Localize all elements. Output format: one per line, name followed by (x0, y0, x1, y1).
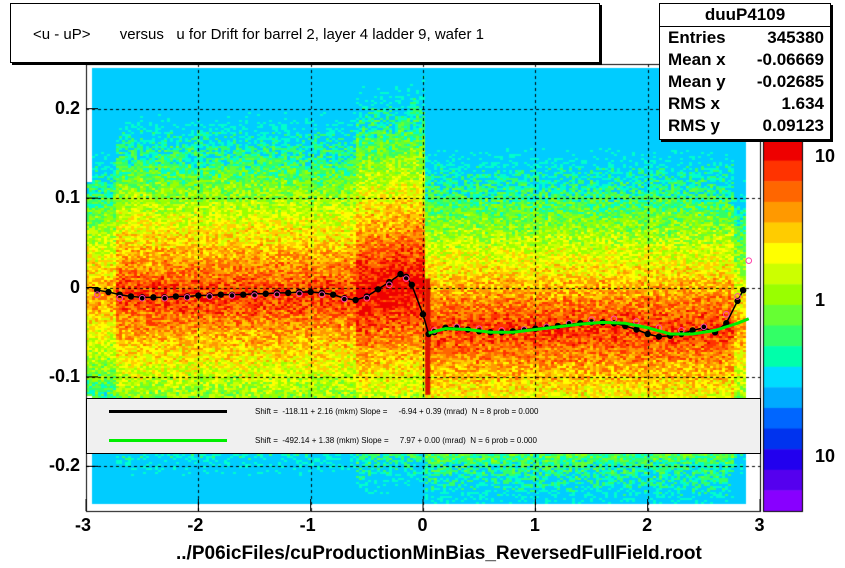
x-tick-label: 2 (642, 515, 653, 535)
data-point (262, 290, 269, 297)
data-point (296, 288, 303, 296)
legend-text-black: Shift = -118.11 + 2.16 (mkm) Slope = -6.… (255, 407, 539, 416)
x-tick-label: 3 (754, 515, 765, 535)
data-point (217, 291, 224, 298)
stats-row-rms-x: RMS x 1.634 (660, 93, 830, 115)
legend-line-black (109, 410, 227, 413)
data-point (655, 333, 663, 340)
y-tick-label: 0.2 (54, 97, 80, 118)
open-circle-point (228, 292, 236, 299)
open-circle-point (734, 293, 741, 300)
z-tick-label: 10 (815, 146, 836, 166)
series-green-line (428, 317, 750, 336)
stats-value: -0.06669 (756, 50, 824, 69)
stats-value: 1.634 (781, 94, 824, 113)
open-circle-point (251, 292, 258, 299)
stats-row-mean-x: Mean x -0.06669 (660, 49, 830, 71)
stats-value: 0.09123 (762, 116, 824, 135)
data-point (307, 288, 314, 296)
x-tick-label: -3 (75, 515, 92, 535)
stats-row-rms-y: RMS y 0.09123 (660, 115, 830, 137)
data-point (408, 281, 415, 289)
stats-value: 345380 (767, 28, 824, 47)
y-tick-label: -0.2 (48, 455, 80, 476)
stats-box: duuP4109 Entries 345380 Mean x -0.06669 Me… (659, 3, 831, 140)
data-point (127, 293, 135, 300)
data-point (251, 290, 258, 297)
data-point (240, 291, 247, 298)
x-axis-label: ../P06icFiles/cuProductionMinBias_Revers… (176, 543, 702, 564)
open-circle-point (318, 291, 326, 298)
x-tick-label: -1 (299, 515, 316, 535)
data-point (419, 311, 427, 318)
stats-name: duuP4109 (660, 4, 830, 27)
data-point (739, 286, 747, 294)
stats-row-entries: Entries 345380 (660, 27, 830, 49)
open-circle-point (700, 323, 708, 331)
open-circle-point (138, 294, 146, 302)
open-circle-point (93, 291, 101, 298)
y-tick-label: 0.1 (54, 187, 80, 208)
data-point (318, 289, 326, 297)
open-circle-point (273, 291, 281, 298)
open-circle-point (296, 290, 303, 298)
data-point (397, 270, 404, 278)
open-circle-point (363, 294, 371, 302)
open-circle-point (116, 294, 123, 302)
open-circle-point (745, 257, 753, 264)
data-point (150, 294, 157, 301)
data-point (172, 293, 180, 300)
data-point (285, 289, 292, 297)
x-tick-label: 1 (529, 515, 540, 535)
data-point (633, 326, 640, 333)
series-marks (93, 257, 753, 340)
data-point (644, 330, 651, 338)
open-circle-point (341, 295, 348, 303)
open-circle-point (183, 294, 191, 301)
z-tick-label: 10 (815, 446, 836, 466)
stats-row-mean-y: Mean y -0.02685 (660, 71, 830, 93)
data-point (374, 286, 382, 293)
legend-line-green (109, 439, 227, 442)
legend-text-green: Shift = -492.14 + 1.38 (mkm) Slope = 7.9… (255, 436, 537, 445)
x-tick-label: 0 (417, 515, 428, 535)
open-circle-point (402, 275, 410, 282)
title-box: <u - uP> versus u for Drift for barrel 2… (10, 3, 600, 63)
data-point (273, 289, 281, 297)
data-point (329, 291, 337, 298)
data-point (195, 292, 202, 299)
fit-legend: Shift = -118.11 + 2.16 (mkm) Slope = -6.… (86, 398, 761, 454)
data-point (689, 327, 696, 334)
data-point (363, 293, 371, 300)
data-point (402, 273, 410, 280)
data-point (352, 296, 359, 304)
open-circle-point (161, 294, 168, 302)
stats-key: Mean x (668, 50, 726, 69)
stats-key: RMS x (668, 94, 720, 113)
open-circle-point (723, 311, 730, 318)
open-circle-point (206, 293, 213, 300)
stats-key: RMS y (668, 116, 720, 135)
stats-key: Mean y (668, 72, 726, 91)
x-tick-label: -2 (187, 515, 204, 535)
open-circle-point (633, 318, 640, 325)
stats-value: -0.02685 (756, 72, 824, 91)
chart-title: <u - uP> versus u for Drift for barrel 2… (33, 26, 485, 43)
open-circle-point (386, 281, 393, 289)
stats-key: Entries (668, 28, 726, 47)
z-tick-label: 1 (815, 290, 826, 310)
y-tick-label: 0 (69, 276, 80, 297)
data-point (105, 288, 112, 296)
y-tick-label: -0.1 (48, 365, 80, 386)
